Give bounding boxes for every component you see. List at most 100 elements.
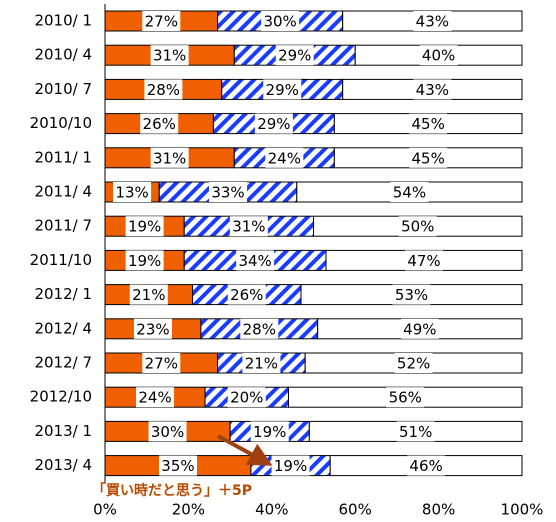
data-label: 23% xyxy=(136,320,169,338)
label-background xyxy=(125,216,164,237)
data-label: 31% xyxy=(153,149,186,167)
y-tick-label: 2010/ 4 xyxy=(34,46,92,64)
label-background xyxy=(250,421,289,442)
data-label: 19% xyxy=(128,218,161,236)
label-background xyxy=(254,113,293,134)
y-tick-label: 2010/ 7 xyxy=(34,80,92,98)
label-background xyxy=(227,387,266,408)
label-background xyxy=(236,250,275,271)
label-background xyxy=(125,250,164,271)
label-background xyxy=(405,250,444,271)
data-label: 53% xyxy=(395,286,428,304)
y-tick-label: 2011/10 xyxy=(30,251,92,269)
label-background xyxy=(113,182,152,202)
label-background xyxy=(129,284,168,305)
label-background xyxy=(158,455,197,476)
label-background xyxy=(261,11,300,31)
data-label: 43% xyxy=(416,81,449,99)
x-tick-label: 100% xyxy=(501,501,544,519)
y-tick-label: 2011/ 4 xyxy=(34,183,92,201)
label-background xyxy=(136,387,175,408)
data-label: 47% xyxy=(407,252,440,270)
data-label: 28% xyxy=(147,81,180,99)
label-background xyxy=(400,318,439,339)
y-tick-label: 2012/ 4 xyxy=(34,319,92,337)
data-label: 26% xyxy=(230,286,263,304)
data-label: 21% xyxy=(132,286,165,304)
annotation: 「買い時だと思う」＋5P xyxy=(92,482,252,499)
y-tick-label: 2013/ 4 xyxy=(34,456,92,474)
label-background xyxy=(271,455,310,476)
label-background xyxy=(140,113,179,134)
label-background xyxy=(396,421,435,442)
label-background xyxy=(413,79,452,100)
label-background xyxy=(144,79,183,100)
data-label: 31% xyxy=(232,218,265,236)
data-label: 27% xyxy=(145,355,178,373)
bars: 27% 30% 43% 31% 29% 40% 28% 29% 43% 26% 29% 45% 31% 2… xyxy=(104,4,523,483)
label-background xyxy=(150,147,189,168)
x-tick-label: 60% xyxy=(339,501,372,519)
label-background xyxy=(263,79,302,100)
data-label: 24% xyxy=(138,389,171,407)
data-label: 49% xyxy=(403,320,436,338)
data-label: 19% xyxy=(253,423,286,441)
label-background xyxy=(133,318,172,339)
label-background xyxy=(398,216,437,237)
data-label: 28% xyxy=(243,320,276,338)
label-background xyxy=(229,216,268,237)
data-label: 45% xyxy=(412,149,445,167)
data-label: 30% xyxy=(151,423,184,441)
data-label: 35% xyxy=(161,457,194,475)
y-tick-label: 2012/ 7 xyxy=(34,354,92,372)
data-label: 52% xyxy=(397,355,430,373)
label-background xyxy=(390,182,429,202)
data-label: 30% xyxy=(263,13,296,31)
label-background xyxy=(150,45,189,66)
y-tick-label: 2010/10 xyxy=(30,114,92,132)
label-background xyxy=(142,353,181,373)
data-label: 54% xyxy=(393,184,426,202)
label-background xyxy=(227,284,266,305)
data-label: 40% xyxy=(422,47,455,65)
data-label: 31% xyxy=(153,47,186,65)
data-label: 50% xyxy=(401,218,434,236)
y-tick-label: 2011/ 1 xyxy=(34,148,92,166)
label-background xyxy=(409,113,448,134)
label-background xyxy=(419,45,458,66)
x-tick-label: 80% xyxy=(422,501,455,519)
data-label: 13% xyxy=(115,184,148,202)
data-label: 20% xyxy=(230,389,263,407)
label-background xyxy=(209,182,248,202)
data-label: 29% xyxy=(266,81,299,99)
x-tick-label: 40% xyxy=(255,501,288,519)
data-label: 29% xyxy=(257,115,290,133)
label-background xyxy=(240,318,279,339)
data-label: 21% xyxy=(245,355,278,373)
x-tick-label: 0% xyxy=(93,501,117,519)
data-label: 26% xyxy=(143,115,176,133)
data-label: 45% xyxy=(412,115,445,133)
data-label: 43% xyxy=(416,13,449,31)
y-tick-label: 2010/ 1 xyxy=(34,12,92,30)
data-label: 24% xyxy=(268,149,301,167)
data-label: 34% xyxy=(238,252,271,270)
data-label: 46% xyxy=(409,457,442,475)
label-background xyxy=(394,353,433,373)
label-background xyxy=(148,421,187,442)
data-label: 19% xyxy=(274,457,307,475)
label-background xyxy=(242,353,281,373)
data-label: 33% xyxy=(211,184,244,202)
label-background xyxy=(407,455,446,476)
label-background xyxy=(386,387,425,408)
y-tick-label: 2012/10 xyxy=(30,388,92,406)
data-label: 29% xyxy=(278,47,311,65)
data-label: 51% xyxy=(399,423,432,441)
data-label: 19% xyxy=(128,252,161,270)
label-background xyxy=(142,11,181,31)
label-background xyxy=(409,147,448,168)
y-tick-label: 2012/ 1 xyxy=(34,285,92,303)
label-background xyxy=(265,147,304,168)
data-label: 56% xyxy=(389,389,422,407)
